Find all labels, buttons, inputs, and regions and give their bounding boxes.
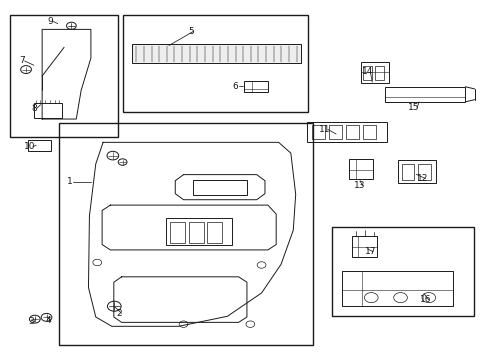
Bar [362, 126, 375, 139]
Bar [397, 160, 435, 183]
Text: 6: 6 [232, 82, 238, 91]
Bar [348, 159, 372, 179]
Bar [363, 66, 371, 80]
Bar [122, 15, 307, 112]
Text: 10: 10 [24, 142, 36, 151]
Bar [10, 15, 118, 137]
Text: 1: 1 [67, 177, 73, 186]
Text: 17: 17 [364, 247, 375, 256]
Bar [193, 180, 246, 195]
Bar [311, 126, 325, 139]
Bar [417, 164, 430, 180]
Text: 2: 2 [116, 309, 121, 318]
Text: 13: 13 [353, 181, 365, 190]
Bar [360, 62, 388, 83]
Text: 9: 9 [47, 17, 53, 26]
Bar [59, 123, 312, 345]
Text: 16: 16 [419, 295, 431, 304]
Text: 15: 15 [407, 103, 419, 112]
Bar [34, 103, 62, 118]
Bar [166, 219, 232, 245]
Bar [244, 81, 267, 93]
Bar [345, 126, 358, 139]
Text: 11: 11 [319, 125, 330, 134]
Text: 3: 3 [28, 317, 34, 326]
Bar [306, 122, 386, 141]
Text: 8: 8 [31, 104, 37, 113]
Bar [132, 44, 300, 63]
Bar [170, 222, 184, 243]
Bar [341, 271, 452, 306]
Bar [188, 222, 203, 243]
Text: 5: 5 [187, 27, 193, 36]
Bar [328, 126, 341, 139]
Bar [207, 222, 222, 243]
Bar [331, 226, 473, 316]
Text: 4: 4 [45, 316, 51, 325]
Bar [374, 66, 383, 80]
Bar [401, 164, 413, 180]
Bar [27, 140, 51, 150]
Bar [384, 87, 465, 102]
Text: 7: 7 [19, 57, 24, 66]
Bar [351, 236, 376, 257]
Text: 12: 12 [416, 174, 427, 183]
Text: 14: 14 [361, 67, 372, 76]
